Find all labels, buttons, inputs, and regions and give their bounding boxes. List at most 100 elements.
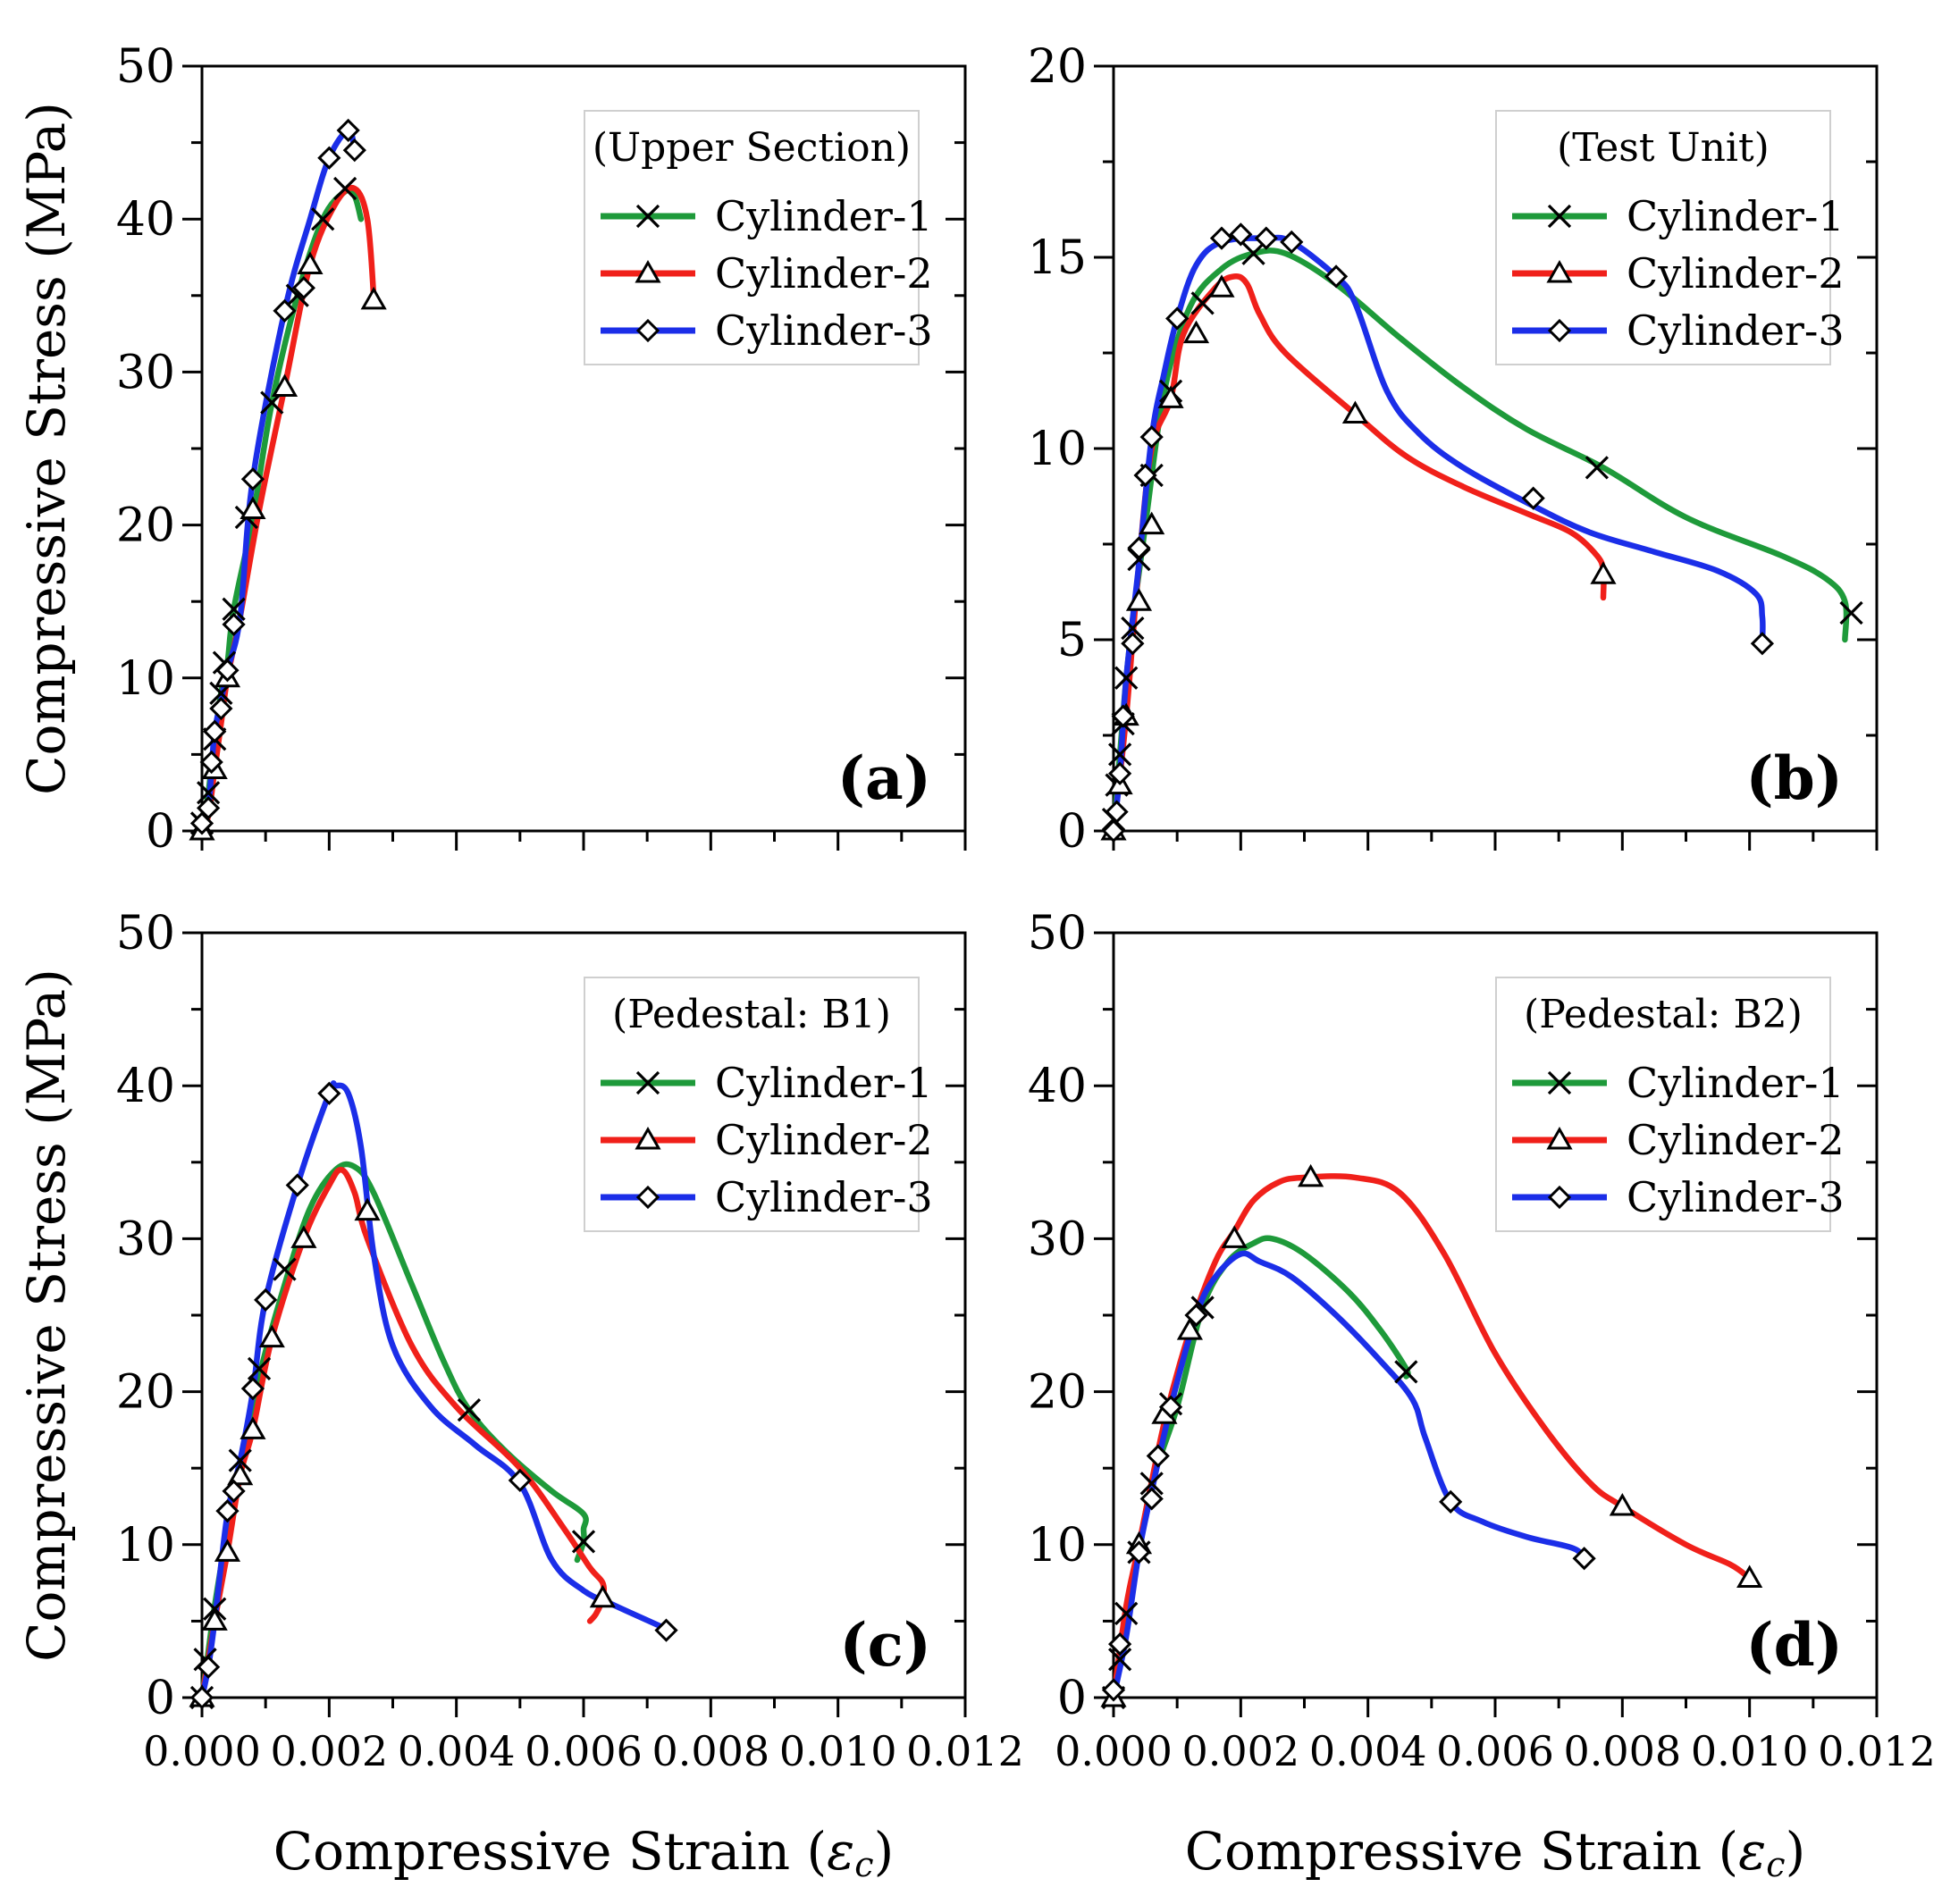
cylinder-1-marker: [273, 1257, 297, 1281]
x-axis-title: Compressive Strain (εc): [273, 1821, 894, 1884]
x-tick-label: 0.000: [143, 1727, 261, 1775]
cylinder-3-marker: [635, 318, 660, 343]
cylinder-3-marker: [222, 612, 246, 637]
y-tick-label: 15: [1028, 231, 1087, 285]
y-tick-label: 20: [116, 499, 175, 553]
legend-label-cylinder-1: Cylinder-1: [1627, 192, 1845, 240]
legend-label-cylinder-2: Cylinder-2: [715, 249, 933, 298]
legend-box: [584, 977, 920, 1232]
cylinder-2-marker: [1176, 1317, 1203, 1340]
cylinder-2-marker: [1546, 1126, 1573, 1150]
cylinder-3-marker: [317, 1081, 341, 1105]
cylinder-3-marker: [273, 298, 297, 323]
cylinder-3-marker: [285, 1173, 309, 1197]
x-tick-label: 0.004: [398, 1727, 516, 1775]
cylinder-1-marker: [1547, 1070, 1572, 1095]
cylinder-3-marker: [1280, 230, 1304, 255]
cylinder-3-marker: [1750, 632, 1775, 656]
cylinder-1-marker: [1139, 1472, 1164, 1496]
x-tick-label: 0.008: [652, 1727, 769, 1775]
cylinder-3-marker: [254, 1288, 278, 1313]
cylinder-1-marker: [247, 1356, 272, 1381]
cylinder-3-marker: [654, 1618, 678, 1642]
cylinder-2-marker: [1546, 259, 1573, 283]
cylinder-3-marker: [342, 138, 366, 163]
cylinder-2-marker: [1609, 1492, 1635, 1516]
cylinder-2-marker: [240, 1416, 266, 1439]
cylinder-3-marker: [203, 719, 227, 743]
x-axis: 0.000 0.002 0.004 0.006 0.008 0.010 0.012: [143, 1698, 1024, 1775]
cylinder-2-marker: [1341, 400, 1369, 424]
cylinder-3-marker: [508, 1468, 532, 1493]
cylinder-2-marker: [227, 1462, 254, 1486]
y-axis: 0 5 10 15 20: [1028, 40, 1877, 859]
cylinder-3-marker: [1324, 264, 1349, 289]
legend-label-cylinder-1: Cylinder-1: [715, 192, 933, 240]
y-tick-label: 30: [116, 346, 175, 399]
cylinder-3-marker: [1127, 536, 1151, 560]
cylinder-3-marker: [1101, 1678, 1126, 1702]
cylinder-3-marker: [1572, 1547, 1596, 1571]
cylinder-1-marker: [1547, 204, 1572, 229]
cylinder-3-marker: [222, 1479, 246, 1504]
y-tick-label: 5: [1057, 614, 1087, 667]
x-tick-label: 0.002: [1181, 1727, 1299, 1775]
y-axis-title: Compressive Stress (MPa): [16, 969, 77, 1662]
cylinder-1-marker: [1121, 616, 1145, 641]
cylinder-2-marker: [297, 251, 324, 275]
panel-a: 0 10 20 30 40 50 (Upper Section) Cylinder-1 Cyli…: [116, 40, 967, 859]
cylinder-3-marker: [1521, 486, 1545, 510]
cylinder-2-marker: [214, 1539, 241, 1562]
series-line-cylinder-3: [1110, 1250, 1587, 1701]
x-tick-label: 0.004: [1309, 1727, 1427, 1775]
legend-label-cylinder-2: Cylinder-2: [1627, 249, 1845, 298]
panel-label: (a): [837, 743, 931, 813]
cylinder-3-marker: [635, 1185, 660, 1210]
legend-title: (Upper Section): [593, 125, 911, 171]
cylinder-3-marker: [215, 658, 240, 683]
legend-box: [1495, 977, 1831, 1232]
y-tick-label: 20: [1028, 1366, 1087, 1420]
legend-box: [584, 110, 920, 365]
y-tick-label: 10: [116, 1519, 175, 1573]
cylinder-3-marker: [317, 146, 341, 170]
y-tick-label: 10: [116, 652, 175, 706]
cylinder-3-marker: [1146, 1444, 1170, 1468]
series-lines: [198, 127, 377, 835]
legend: (Upper Section) Cylinder-1 Cylinder-2 Cylin…: [584, 110, 933, 365]
x-axis: [200, 831, 967, 851]
x-tick-label: 0.000: [1055, 1727, 1173, 1775]
cylinder-2-marker: [1298, 1163, 1324, 1187]
cylinder-2-marker: [258, 1324, 285, 1348]
legend-label-cylinder-3: Cylinder-3: [1627, 1173, 1845, 1221]
series-lines: [1110, 1173, 1753, 1701]
cylinder-3-marker: [209, 696, 233, 721]
cylinder-2-marker: [1139, 511, 1165, 535]
legend: (Pedestal: B1) Cylinder-1 Cylinder-2 Cylind…: [584, 977, 933, 1232]
cylinder-3-marker: [196, 1655, 221, 1679]
panel-label: (b): [1745, 743, 1843, 813]
y-tick-label: 50: [116, 40, 175, 94]
x-tick-label: 0.006: [525, 1727, 643, 1775]
x-tick-label: 0.010: [1691, 1727, 1809, 1775]
cylinder-1-marker: [1394, 1360, 1418, 1384]
legend-label-cylinder-2: Cylinder-2: [1627, 1116, 1845, 1164]
series-markers: [1100, 222, 1863, 843]
cylinder-2-marker: [635, 259, 661, 283]
legend-label-cylinder-1: Cylinder-1: [715, 1059, 933, 1107]
cylinder-3-marker: [1121, 632, 1145, 656]
cylinder-3-marker: [1101, 818, 1126, 843]
cylinder-3-marker: [1439, 1489, 1463, 1514]
cylinder-2-marker: [1125, 588, 1153, 611]
cylinder-1-marker: [1585, 456, 1610, 480]
cylinder-3-marker: [1127, 1540, 1151, 1564]
y-tick-label: 10: [1028, 1519, 1087, 1573]
cylinder-3-marker: [196, 796, 221, 820]
legend-label-cylinder-3: Cylinder-3: [715, 1173, 933, 1221]
x-tick-label: 0.002: [270, 1727, 388, 1775]
panel-b: 0 5 10 15 20 (Test Unit) Cylinder-1 Cylinder-2 C…: [1028, 40, 1879, 859]
cylinder-1-marker: [1839, 600, 1863, 625]
y-tick-label: 50: [1028, 907, 1087, 960]
cylinder-3-marker: [1229, 222, 1253, 247]
